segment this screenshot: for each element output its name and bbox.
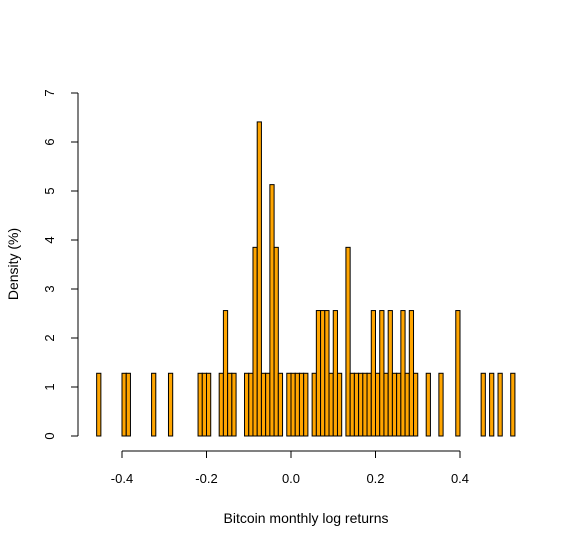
y-tick-label: 1: [42, 383, 57, 390]
histogram-bar: [362, 372, 368, 437]
histogram-bar: [408, 310, 415, 437]
y-axis-title: Density (%): [5, 228, 21, 300]
histogram-bar: [197, 372, 203, 437]
x-axis: -0.4 -0.2 0.0 0.2 0.4: [111, 450, 469, 486]
histogram-bar: [256, 121, 262, 437]
histogram-bar: [396, 372, 402, 437]
histogram-bar: [349, 372, 355, 437]
histogram-bar: [151, 372, 157, 437]
histogram-bar: [248, 372, 254, 437]
histogram-bar: [260, 372, 267, 437]
histogram-bar: [320, 310, 326, 437]
y-tick-label: 0: [42, 432, 57, 439]
histogram-bar: [206, 372, 212, 437]
x-tick-label: 0.4: [451, 471, 469, 486]
histogram-bar: [244, 372, 250, 437]
histogram-bar: [366, 372, 372, 437]
histogram-bar: [222, 310, 229, 437]
histogram-bar: [324, 310, 330, 437]
histogram-bar: [332, 310, 338, 437]
histogram-bar: [391, 372, 398, 437]
histogram-bar: [273, 246, 279, 437]
y-tick-label: 7: [42, 89, 57, 96]
histogram-bar: [294, 372, 300, 437]
x-axis-title: Bitcoin monthly log returns: [224, 510, 389, 526]
x-tick-label: 0.2: [366, 471, 384, 486]
histogram-bar: [497, 372, 503, 437]
histogram-bar: [425, 372, 431, 437]
histogram-bar: [231, 372, 237, 437]
histogram-bar: [383, 372, 389, 437]
x-tick-label: 0.0: [282, 471, 300, 486]
histogram-bar: [400, 310, 406, 437]
histogram-bar: [328, 372, 334, 437]
y-tick-label: 5: [42, 187, 57, 194]
y-tick-label: 3: [42, 285, 57, 292]
histogram-bars: [96, 121, 516, 437]
y-axis: 0 1 2 3 4 5 6 7: [42, 89, 79, 440]
histogram-bar: [336, 372, 343, 437]
histogram-bar: [201, 372, 207, 437]
histogram-bar: [125, 372, 131, 437]
histogram-bar: [489, 372, 495, 437]
histogram-bar: [252, 246, 258, 437]
histogram-bar: [413, 372, 419, 437]
histogram-bar: [286, 372, 292, 437]
histogram-bar: [404, 372, 410, 437]
histogram-bar: [379, 310, 385, 437]
histogram-bar: [311, 372, 317, 437]
y-tick-label: 6: [42, 138, 57, 145]
histogram-bar: [438, 372, 444, 437]
histogram-bar: [303, 372, 309, 437]
histogram-bar: [345, 246, 351, 437]
histogram-bar: [370, 310, 376, 437]
histogram-bar: [480, 372, 486, 437]
histogram-bar: [121, 372, 127, 437]
histogram-bar: [353, 372, 360, 437]
x-tick-label: -0.4: [111, 471, 133, 486]
y-tick-label: 4: [42, 236, 57, 243]
histogram-bar: [510, 372, 516, 437]
histogram-bar: [375, 372, 381, 437]
histogram-bar: [387, 310, 393, 437]
histogram-bar: [290, 372, 296, 437]
histogram-bar: [167, 372, 174, 437]
histogram-bar: [265, 372, 271, 437]
histogram-bar: [269, 184, 275, 437]
histogram-bar: [358, 372, 364, 437]
x-tick-label: -0.2: [195, 471, 217, 486]
histogram-bar: [218, 372, 224, 437]
histogram-bar: [227, 372, 233, 437]
histogram-bar: [315, 310, 322, 437]
histogram-bar: [455, 310, 461, 437]
histogram-bar: [96, 372, 102, 437]
histogram-bar: [277, 372, 284, 437]
histogram-bar: [298, 372, 305, 437]
y-tick-label: 2: [42, 334, 57, 341]
